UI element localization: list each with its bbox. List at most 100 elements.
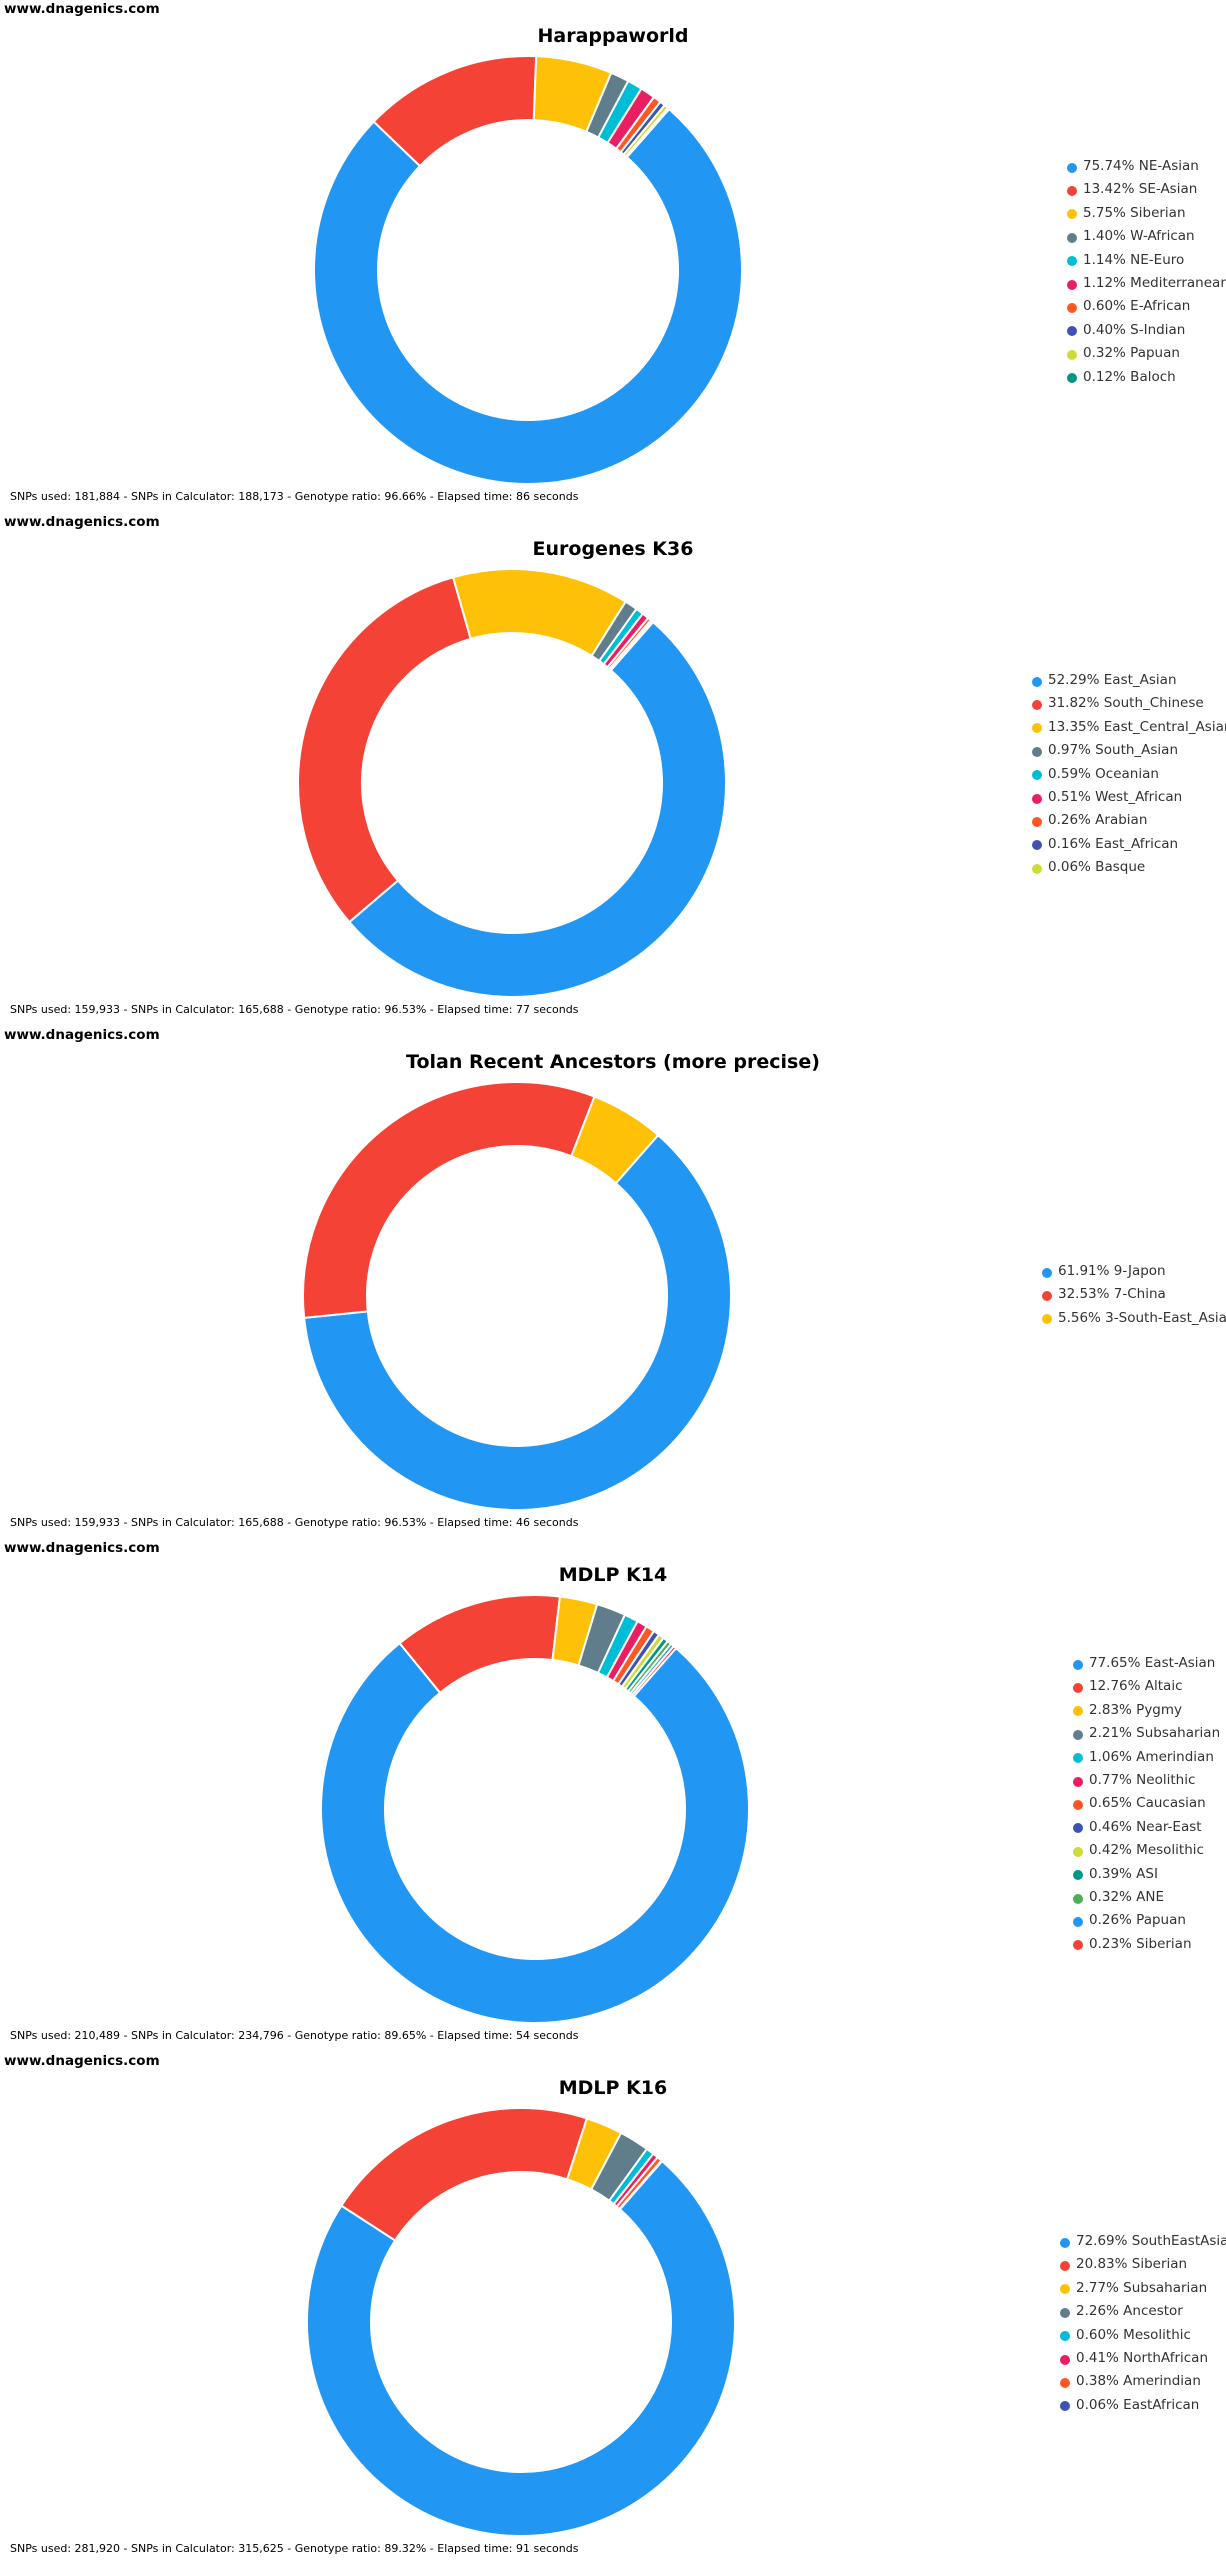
legend-item-east-central-asian[interactable]: 13.35% East_Central_Asian: [1028, 716, 1226, 739]
legend-marker-icon: [1060, 2378, 1070, 2389]
pie-slice-east-asian[interactable]: [320, 1641, 750, 2024]
pie-slice-ne-asian[interactable]: [313, 107, 743, 485]
legend-label: 5.75% Siberian: [1083, 204, 1186, 221]
legend-item-siberian[interactable]: 0.23% Siberian: [1069, 1933, 1220, 1956]
legend-label: 0.32% ANE: [1089, 1888, 1165, 1905]
legend-label: 52.29% East_Asian: [1048, 672, 1177, 688]
legend-item-near-east[interactable]: 0.46% Near-East: [1069, 1816, 1220, 1839]
legend-label: 75.74% NE-Asian: [1083, 158, 1199, 174]
legend-item-papuan[interactable]: 0.26% Papuan: [1069, 1909, 1220, 1932]
legend-marker-icon: [1060, 2401, 1070, 2412]
pie-slice-siberian[interactable]: [630, 1644, 678, 1698]
legend-item-ancestor[interactable]: 2.26% Ancestor: [1056, 2300, 1226, 2323]
legend-marker-icon: [1060, 2331, 1070, 2342]
legend-item-ne-euro[interactable]: 1.14% NE-Euro: [1063, 249, 1226, 272]
legend-item-siberian[interactable]: 5.75% Siberian: [1063, 202, 1226, 225]
legend-item-papuan[interactable]: 0.32% Papuan: [1063, 342, 1226, 365]
legend-marker-icon: [1032, 793, 1042, 804]
pie-slice-southeastasian[interactable]: [306, 2159, 736, 2537]
chart-title: Harappaworld: [537, 25, 689, 47]
legend-item-east-african[interactable]: 0.16% East_African: [1028, 833, 1226, 856]
legend-item-asi[interactable]: 0.39% ASI: [1069, 1863, 1220, 1886]
legend-item-ane[interactable]: 0.32% ANE: [1069, 1886, 1220, 1909]
legend-item-se-asian[interactable]: 13.42% SE-Asian: [1063, 178, 1226, 201]
legend-label: 0.12% Baloch: [1083, 368, 1176, 385]
legend-item-e-african[interactable]: 0.60% E-African: [1063, 295, 1226, 318]
legend-marker-icon: [1073, 1683, 1083, 1694]
legend-label: 0.60% Mesolithic: [1076, 2326, 1191, 2343]
legend-label: 0.26% Papuan: [1089, 1912, 1186, 1929]
legend-label: 2.77% Subsaharian: [1076, 2279, 1208, 2296]
pie-slice-east-asian[interactable]: [347, 620, 728, 998]
legend-item-mesolithic[interactable]: 0.42% Mesolithic: [1069, 1839, 1220, 1862]
legend-marker-icon: [1042, 1314, 1052, 1325]
chart-panel-eurogenes-k36: www.dnagenics.com Eurogenes K36 52.29% E…: [0, 513, 1226, 1026]
legend-marker-icon: [1060, 2261, 1070, 2272]
pie-slice-basque[interactable]: [609, 620, 655, 672]
legend-item-neolithic[interactable]: 0.77% Neolithic: [1069, 1769, 1220, 1792]
chart-footer: SNPs used: 181,884 - SNPs in Calculator:…: [10, 490, 579, 503]
legend-item-7-china[interactable]: 32.53% 7-China: [1038, 1283, 1226, 1306]
legend-item-east-asian[interactable]: 77.65% East-Asian: [1069, 1652, 1220, 1675]
pie-slice-7-china[interactable]: [302, 1081, 596, 1319]
legend-item-caucasian[interactable]: 0.65% Caucasian: [1069, 1792, 1220, 1815]
legend-item-3-south-east-asia[interactable]: 5.56% 3-South-East_Asia: [1038, 1307, 1226, 1330]
legend-item-mesolithic[interactable]: 0.60% Mesolithic: [1056, 2324, 1226, 2347]
legend-item-basque[interactable]: 0.06% Basque: [1028, 856, 1226, 879]
legend-marker-icon: [1073, 1706, 1083, 1717]
legend-item-eastafrican[interactable]: 0.06% EastAfrican: [1056, 2394, 1226, 2417]
legend-item-amerindian[interactable]: 0.38% Amerindian: [1056, 2370, 1226, 2393]
legend-item-south-chinese[interactable]: 31.82% South_Chinese: [1028, 692, 1226, 715]
legend-label: 0.97% South_Asian: [1048, 742, 1179, 759]
legend-item-subsaharian[interactable]: 2.21% Subsaharian: [1069, 1722, 1220, 1745]
legend-item-south-asian[interactable]: 0.97% South_Asian: [1028, 739, 1226, 762]
legend-label: 0.59% Oceanian: [1048, 765, 1159, 782]
legend-item-west-african[interactable]: 0.51% West_African: [1028, 786, 1226, 809]
legend-marker-icon: [1032, 817, 1042, 828]
legend-marker-icon: [1032, 746, 1042, 757]
legend-marker-icon: [1032, 863, 1042, 874]
legend-marker-icon: [1073, 1729, 1083, 1740]
legend-item-east-asian[interactable]: 52.29% East_Asian: [1028, 669, 1226, 692]
legend-item-southeastasian[interactable]: 72.69% SouthEastAsian: [1056, 2230, 1226, 2253]
legend-label: 20.83% Siberian: [1076, 2256, 1188, 2273]
legend-label: 0.46% Near-East: [1089, 1818, 1202, 1835]
legend-item-oceanian[interactable]: 0.59% Oceanian: [1028, 763, 1226, 786]
pie-slice-baloch[interactable]: [624, 106, 671, 159]
donut-chart: [302, 1081, 732, 1511]
pie-slice-south-chinese[interactable]: [297, 576, 472, 924]
legend-label: 0.40% S-Indian: [1083, 321, 1186, 338]
legend-item-amerindian[interactable]: 1.06% Amerindian: [1069, 1746, 1220, 1769]
legend-item-altaic[interactable]: 12.76% Altaic: [1069, 1675, 1220, 1698]
legend-item-baloch[interactable]: 0.12% Baloch: [1063, 366, 1226, 389]
legend-item-subsaharian[interactable]: 2.77% Subsaharian: [1056, 2277, 1226, 2300]
legend-label: 1.40% W-African: [1083, 228, 1195, 245]
legend-item-northafrican[interactable]: 0.41% NorthAfrican: [1056, 2347, 1226, 2370]
legend-item-arabian[interactable]: 0.26% Arabian: [1028, 809, 1226, 832]
legend-item-ne-asian[interactable]: 75.74% NE-Asian: [1063, 155, 1226, 178]
legend-item-pygmy[interactable]: 2.83% Pygmy: [1069, 1699, 1220, 1722]
legend-marker-icon: [1060, 2354, 1070, 2365]
chart-panel-harappaworld: www.dnagenics.com Harappaworld 75.74% NE…: [0, 0, 1226, 513]
legend-item-mediterranean[interactable]: 1.12% Mediterranean: [1063, 272, 1226, 295]
chart-footer: SNPs used: 281,920 - SNPs in Calculator:…: [10, 2542, 579, 2555]
legend-marker-icon: [1060, 2284, 1070, 2295]
pie-slice-3-south-east-asia[interactable]: [570, 1095, 660, 1185]
legend-item-s-indian[interactable]: 0.40% S-Indian: [1063, 319, 1226, 342]
legend-label: 2.21% Subsaharian: [1089, 1725, 1221, 1742]
legend-marker-icon: [1067, 373, 1077, 384]
legend-marker-icon: [1073, 1846, 1083, 1857]
legend-marker-icon: [1067, 326, 1077, 337]
legend-marker-icon: [1067, 256, 1077, 267]
legend-label: 0.23% Siberian: [1089, 1935, 1192, 1952]
legend-item-9-japon[interactable]: 61.91% 9-Japon: [1038, 1260, 1226, 1283]
legend-item-w-african[interactable]: 1.40% W-African: [1063, 225, 1226, 248]
legend-label: 72.69% SouthEastAsian: [1076, 2233, 1226, 2249]
legend-marker-icon: [1067, 232, 1077, 243]
pie-slice-eastafrican[interactable]: [618, 2159, 664, 2211]
pie-slice-siberian[interactable]: [340, 2107, 589, 2242]
chart-title: MDLP K14: [558, 1564, 668, 1586]
legend-label: 0.16% East_African: [1048, 835, 1179, 852]
legend-item-siberian[interactable]: 20.83% Siberian: [1056, 2253, 1226, 2276]
pie-slice-9-japon[interactable]: [303, 1133, 732, 1511]
